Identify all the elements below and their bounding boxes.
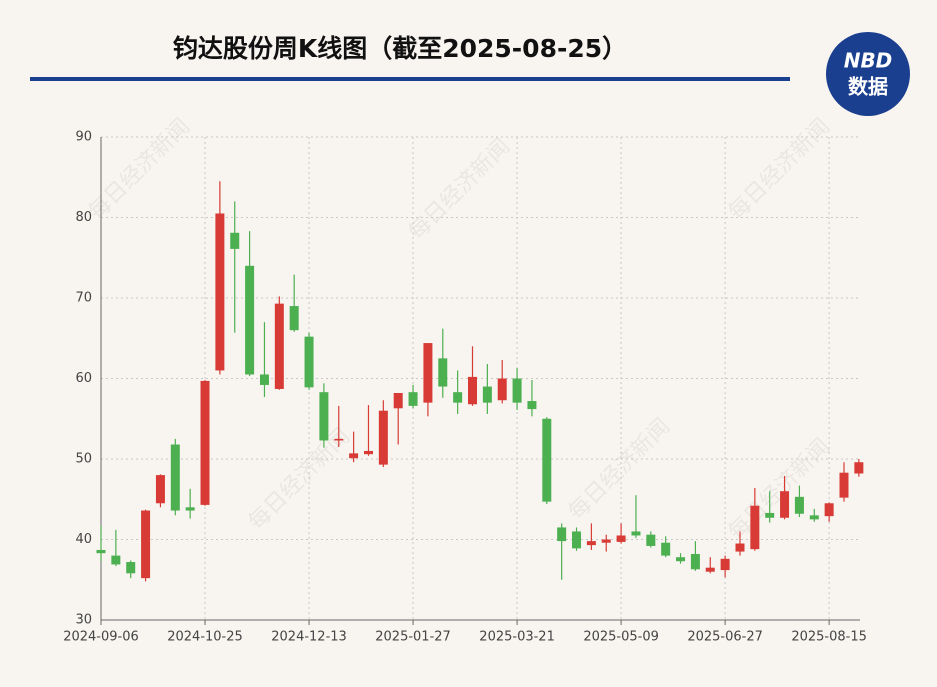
candle-body (319, 392, 329, 441)
title: 钧达股份周K线图（截至2025-08-25） (173, 34, 627, 63)
candle-body (527, 401, 537, 410)
candle-body (705, 567, 715, 572)
x-tick-label: 2024-10-25 (167, 630, 243, 645)
y-tick-label: 70 (75, 291, 92, 306)
candle-body (378, 410, 388, 465)
candle-body (259, 374, 269, 385)
candle-body (438, 358, 448, 387)
candle-body (215, 213, 225, 371)
candle-body (512, 378, 522, 403)
candle-body (363, 450, 373, 455)
plot: 30 40 50 60 70 80 90 2024-09-06 2024-10-25 2024-1… (63, 130, 867, 645)
candle-body (780, 491, 790, 518)
candle-body (423, 343, 433, 403)
candle-body (453, 392, 463, 403)
logo-top: NBD (844, 49, 893, 73)
x-tick-label: 2025-06-27 (687, 630, 763, 645)
x-tick-label: 2025-01-27 (375, 630, 451, 645)
candle-body (616, 535, 626, 542)
candle-body (809, 515, 819, 520)
logo-bottom: 数据 (848, 75, 888, 99)
candle-body (393, 392, 403, 409)
candle-body (794, 496, 804, 514)
candle-body (735, 543, 745, 552)
candle-body (230, 232, 240, 249)
y-tick-label: 50 (75, 452, 92, 467)
candle-body (586, 541, 596, 546)
y-tick-label: 30 (75, 613, 92, 628)
x-tick-label: 2025-03-21 (479, 630, 555, 645)
candle-body (96, 549, 106, 554)
candle-body (200, 380, 210, 505)
candle-body (542, 418, 552, 502)
candle-body (661, 542, 671, 556)
candle-body (408, 392, 418, 406)
x-tick-label: 2024-12-13 (271, 630, 347, 645)
x-tick-label: 2025-08-15 (791, 630, 867, 645)
candle-body (557, 527, 567, 542)
candle-body (334, 438, 344, 441)
title-rule (30, 77, 790, 81)
candle-body (111, 555, 121, 565)
candle-body (676, 557, 686, 562)
y-tick-label: 80 (75, 210, 92, 225)
candle-body (824, 503, 834, 517)
candle-body (170, 444, 180, 511)
candle-body (141, 510, 151, 579)
candle-body (690, 553, 700, 570)
candle-body (646, 534, 656, 546)
x-tick-label: 2024-09-06 (63, 630, 139, 645)
candle-body (601, 539, 611, 543)
candle-body (349, 453, 359, 459)
y-tick-label: 60 (75, 371, 92, 386)
candle-body (750, 505, 760, 550)
candle-body (720, 558, 730, 571)
x-tick-label: 2025-05-09 (583, 630, 659, 645)
candle-body (854, 462, 864, 474)
y-tick-label: 90 (75, 130, 92, 145)
logo (826, 32, 910, 116)
candle-body (497, 378, 507, 401)
y-tick-label: 40 (75, 532, 92, 547)
candle-body (482, 386, 492, 403)
candle-body (631, 531, 641, 536)
candle-body (185, 507, 195, 511)
candle-body (245, 265, 255, 375)
candle-body (572, 531, 582, 549)
candle-body (304, 336, 314, 388)
candle-body (126, 562, 136, 574)
candle-body (289, 306, 299, 331)
candle-body (839, 472, 849, 498)
candle-body (155, 475, 165, 504)
candle-body (274, 303, 284, 389)
candle-body (468, 376, 477, 405)
candle-body (765, 512, 775, 518)
